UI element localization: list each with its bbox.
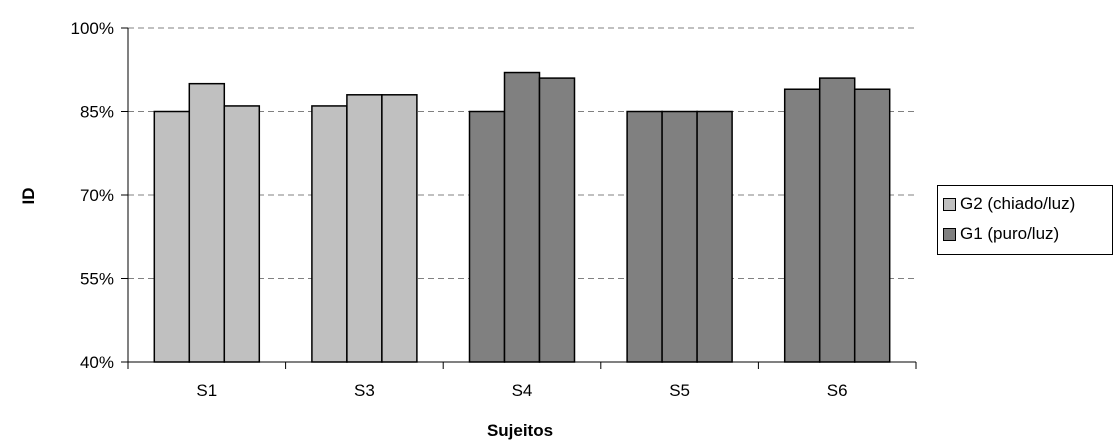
bar — [626, 110, 663, 363]
y-axis-title: ID — [19, 188, 38, 205]
bar — [153, 110, 191, 363]
x-tick-label: S3 — [354, 381, 375, 400]
legend: G2 (chiado/luz) G1 (puro/luz) — [937, 185, 1113, 255]
legend-swatch-g2 — [943, 197, 956, 211]
y-tick-label: 40% — [80, 353, 114, 372]
legend-swatch-g1 — [943, 227, 956, 241]
bar — [311, 105, 348, 363]
x-tick-label: S5 — [669, 381, 690, 400]
x-tick-label: S1 — [196, 381, 217, 400]
x-tick-label: S4 — [512, 381, 533, 400]
bar — [503, 71, 541, 363]
y-tick-label: 100% — [71, 19, 114, 38]
legend-label-g1: G1 (puro/luz) — [960, 224, 1060, 243]
y-tick-label: 55% — [80, 270, 114, 289]
x-axis-title: Sujeitos — [487, 421, 553, 440]
axes — [121, 27, 917, 369]
y-tick-label: 85% — [80, 103, 114, 122]
bar — [818, 77, 856, 363]
bar — [223, 105, 261, 363]
bar — [381, 94, 418, 363]
legend-label-g2: G2 (chiado/luz) — [960, 194, 1076, 213]
bar — [853, 88, 891, 363]
bar — [468, 110, 506, 363]
bar — [661, 110, 698, 363]
tick-labels: 40% 55% 70% 85% 100% S1 S3 S4 S5 S6 — [71, 19, 848, 400]
bar — [188, 82, 226, 363]
bar — [538, 77, 576, 363]
legend-item-g1: G1 (puro/luz) — [943, 224, 1059, 244]
y-tick-label: 70% — [80, 186, 114, 205]
bar — [346, 94, 383, 363]
bar — [783, 88, 821, 363]
x-tick-label: S6 — [827, 381, 848, 400]
legend-item-g2: G2 (chiado/luz) — [943, 194, 1075, 214]
bars — [153, 71, 891, 363]
bar — [696, 110, 733, 363]
